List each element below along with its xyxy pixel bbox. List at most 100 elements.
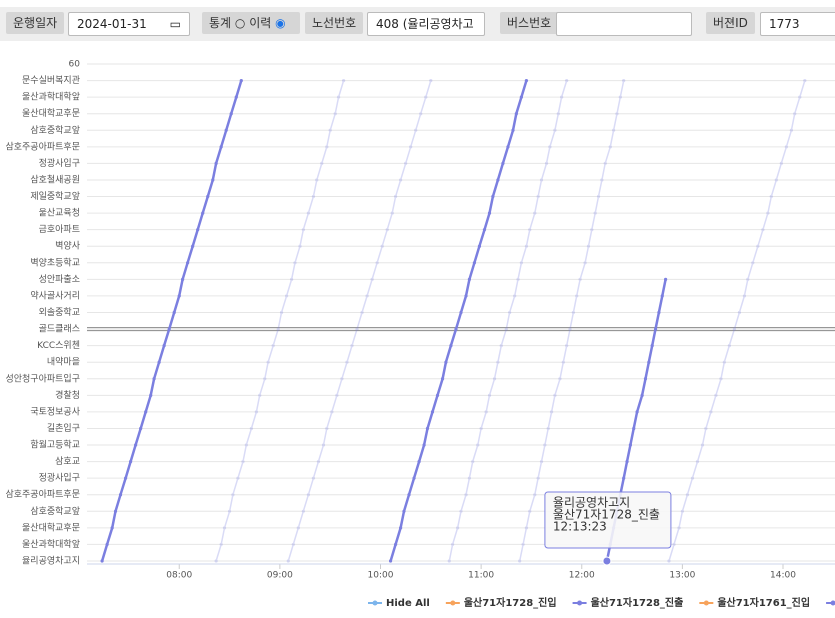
point xyxy=(521,542,525,547)
point xyxy=(798,95,802,99)
tooltip-text: 울산71자1728_진출 xyxy=(553,508,660,522)
date-value: 2024-01-31 xyxy=(77,17,147,31)
point xyxy=(571,310,575,315)
x-tick-label: 12:00 xyxy=(569,571,595,581)
point xyxy=(479,426,483,431)
point xyxy=(524,526,529,530)
point xyxy=(727,344,731,348)
point xyxy=(487,393,492,397)
point xyxy=(388,559,393,563)
point xyxy=(514,112,518,116)
route-label: 노선번호 xyxy=(305,12,364,34)
bus-input[interactable] xyxy=(556,12,692,36)
y-tick-label: 울산대학교후문 xyxy=(22,522,80,533)
point xyxy=(286,559,290,563)
point xyxy=(677,526,681,530)
point xyxy=(325,145,329,149)
point xyxy=(456,526,460,530)
point xyxy=(672,542,676,547)
point xyxy=(414,128,418,132)
point xyxy=(239,78,243,83)
legend-symbol xyxy=(577,600,583,606)
point xyxy=(615,112,619,116)
point xyxy=(539,460,544,464)
point xyxy=(496,178,500,182)
point xyxy=(271,344,275,348)
point xyxy=(236,476,240,480)
point xyxy=(640,393,644,397)
point xyxy=(556,112,560,116)
point xyxy=(276,327,280,331)
legend-label[interactable]: 울산71자1761_진입 xyxy=(717,596,810,609)
point xyxy=(186,261,190,265)
point xyxy=(399,178,403,182)
point xyxy=(622,78,626,83)
point xyxy=(608,145,612,149)
point xyxy=(284,294,289,298)
point xyxy=(680,509,684,513)
point xyxy=(628,443,632,447)
point xyxy=(501,161,505,165)
point xyxy=(144,410,148,414)
point xyxy=(451,542,455,547)
legend-label[interactable]: 울산71자1728_진출 xyxy=(591,596,684,609)
point xyxy=(511,128,515,132)
point xyxy=(643,377,648,381)
point xyxy=(123,476,128,480)
y-tick-label: 국토정보공사 xyxy=(30,406,80,417)
point xyxy=(632,426,636,431)
point xyxy=(622,476,626,480)
point xyxy=(316,460,321,464)
point xyxy=(399,526,403,530)
point xyxy=(417,460,421,464)
date-label: 운행일자 xyxy=(6,12,65,34)
point xyxy=(191,244,195,248)
x-tick-label: 10:00 xyxy=(368,571,394,581)
y-tick-label: 벽양사 xyxy=(55,241,81,252)
y-tick-label: 삼호주공아파트후문 xyxy=(5,141,80,152)
point xyxy=(393,194,398,199)
point xyxy=(704,426,708,431)
point xyxy=(756,244,760,248)
y-tick-label: 율리공영차고지 xyxy=(22,555,80,567)
point xyxy=(113,509,118,513)
point xyxy=(375,261,379,265)
legend-symbol xyxy=(450,600,456,606)
point xyxy=(625,460,629,464)
point xyxy=(263,377,267,381)
route-value: 408 (율리공영차고 xyxy=(376,17,474,31)
point xyxy=(667,559,671,563)
point xyxy=(484,410,488,414)
point xyxy=(709,410,713,414)
run-line xyxy=(448,80,568,562)
legend-label[interactable]: Hide All xyxy=(386,598,430,609)
y-tick-label: 문수실버복지관 xyxy=(22,75,80,86)
point xyxy=(430,410,435,414)
history-radio[interactable]: ◉ xyxy=(275,16,286,30)
point xyxy=(440,377,445,381)
legend-label[interactable]: 울산71자1728_진입 xyxy=(464,596,557,609)
point xyxy=(519,95,523,99)
date-input[interactable]: 2024-01-31 ▭ xyxy=(68,12,190,36)
route-select[interactable]: 408 (율리공영차고 xyxy=(367,12,485,36)
point xyxy=(229,112,233,116)
point xyxy=(234,95,238,99)
point xyxy=(407,493,411,497)
stat-radio[interactable]: ○ xyxy=(234,16,246,30)
y-tick-label: 삼호교 xyxy=(55,456,80,467)
run xyxy=(214,78,346,563)
point xyxy=(533,211,537,215)
point xyxy=(546,426,550,431)
point xyxy=(219,542,223,547)
version-input[interactable]: 1773 xyxy=(760,12,835,36)
version-value: 1773 xyxy=(769,17,800,31)
point xyxy=(340,377,344,381)
point xyxy=(524,78,529,83)
run-line xyxy=(287,80,432,562)
point xyxy=(118,493,123,497)
tooltip-text: 12:13:23 xyxy=(553,520,607,534)
version-label: 버젼ID xyxy=(706,12,755,34)
point xyxy=(355,327,359,331)
point xyxy=(162,344,166,348)
